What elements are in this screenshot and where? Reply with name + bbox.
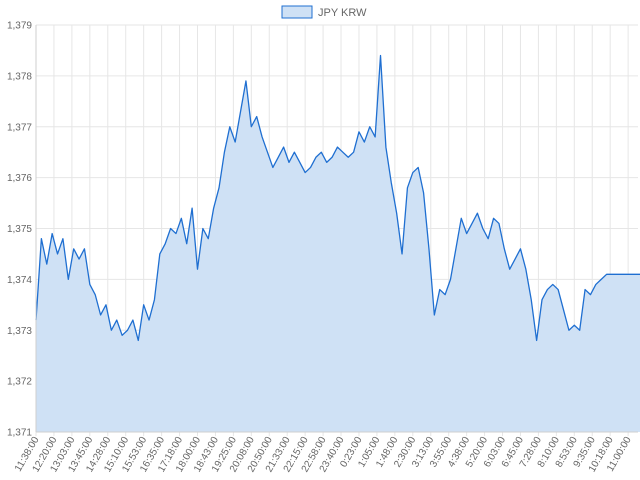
y-tick-label: 1,379 <box>7 21 32 32</box>
x-axis-labels: 11:38:0012:20:0013:03:0013:45:0014:28:00… <box>13 435 634 475</box>
y-tick-label: 1,374 <box>7 275 32 286</box>
y-tick-label: 1,376 <box>7 173 32 184</box>
y-tick-label: 1,378 <box>7 71 32 82</box>
y-tick-label: 1,375 <box>7 224 32 235</box>
y-axis-labels: 1,371 1,372 1,373 1,374 1,375 1,376 1,377 1,378… <box>7 21 32 439</box>
y-tick-label: 1,373 <box>7 326 32 337</box>
y-tick-label: 1,372 <box>7 377 32 388</box>
series-line-jpy-krw <box>35 54 640 342</box>
legend-label-jpy-krw[interactable]: JPY KRW <box>318 7 367 19</box>
legend[interactable]: JPY KRW <box>281 5 367 19</box>
y-tick-label: 1,377 <box>7 122 32 133</box>
legend-swatch-jpy-krw[interactable] <box>281 5 313 19</box>
series-area-jpy-krw <box>36 55 640 432</box>
y-tick-label: 1,371 <box>7 428 32 439</box>
